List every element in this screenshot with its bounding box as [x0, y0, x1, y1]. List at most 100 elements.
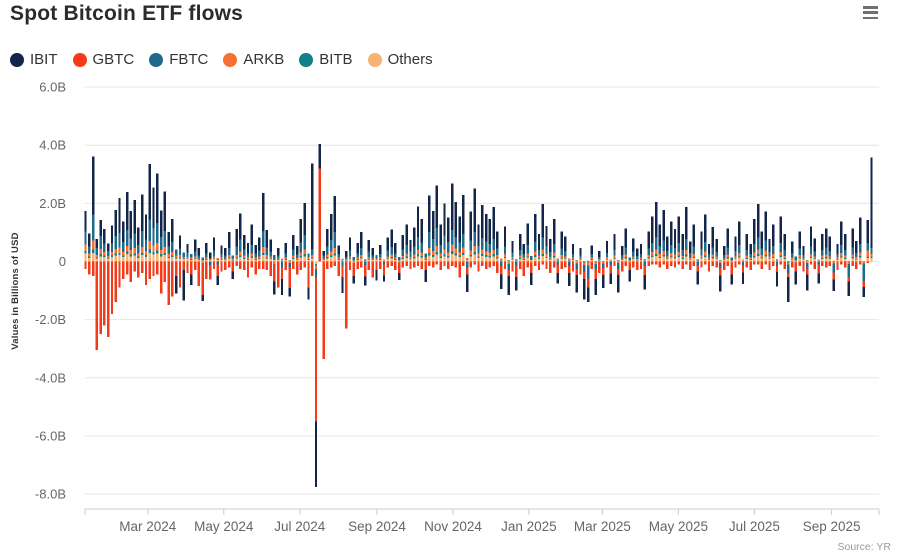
- bar[interactable]: [386, 237, 390, 268]
- bar[interactable]: [537, 233, 541, 271]
- bar[interactable]: [156, 173, 159, 275]
- legend-item-others[interactable]: Others: [367, 51, 433, 68]
- bar[interactable]: [594, 260, 597, 296]
- bar[interactable]: [209, 252, 212, 280]
- bar[interactable]: [787, 260, 790, 302]
- bar[interactable]: [216, 258, 219, 285]
- legend-item-gbtc[interactable]: GBTC: [72, 51, 134, 68]
- bar[interactable]: [828, 236, 832, 266]
- bar[interactable]: [862, 260, 866, 297]
- bar[interactable]: [420, 219, 424, 269]
- bar[interactable]: [352, 256, 355, 284]
- bar[interactable]: [503, 226, 507, 269]
- bar[interactable]: [484, 214, 488, 269]
- bar[interactable]: [481, 204, 484, 266]
- bar[interactable]: [658, 224, 662, 268]
- bar[interactable]: [590, 245, 594, 269]
- bar[interactable]: [515, 258, 518, 291]
- bar[interactable]: [624, 228, 628, 266]
- bar[interactable]: [673, 228, 677, 268]
- bar[interactable]: [583, 260, 586, 300]
- bar[interactable]: [790, 241, 794, 268]
- bar[interactable]: [768, 238, 771, 271]
- bar[interactable]: [711, 226, 714, 266]
- bar[interactable]: [405, 224, 408, 266]
- bar[interactable]: [764, 211, 767, 265]
- bar[interactable]: [367, 239, 371, 271]
- bar[interactable]: [261, 193, 265, 269]
- bar[interactable]: [738, 221, 741, 265]
- bar[interactable]: [643, 258, 646, 290]
- bar[interactable]: [541, 204, 544, 265]
- bar[interactable]: [855, 241, 858, 269]
- bar[interactable]: [794, 256, 798, 285]
- bar[interactable]: [345, 251, 348, 329]
- bar[interactable]: [110, 225, 114, 314]
- bar[interactable]: [851, 228, 854, 266]
- bar[interactable]: [628, 257, 631, 282]
- bar[interactable]: [477, 224, 480, 272]
- bar[interactable]: [840, 221, 843, 265]
- bar[interactable]: [726, 228, 730, 266]
- bar[interactable]: [390, 229, 393, 266]
- bar[interactable]: [836, 243, 839, 271]
- bar[interactable]: [670, 221, 673, 266]
- bar[interactable]: [783, 234, 786, 269]
- bar[interactable]: [556, 258, 560, 284]
- bar[interactable]: [654, 202, 658, 265]
- bar[interactable]: [719, 260, 722, 292]
- bar[interactable]: [360, 232, 363, 268]
- bar[interactable]: [379, 245, 382, 269]
- bar[interactable]: [681, 234, 684, 269]
- bar[interactable]: [428, 195, 431, 266]
- bar[interactable]: [163, 191, 167, 282]
- bar[interactable]: [88, 233, 91, 275]
- bar[interactable]: [632, 238, 635, 268]
- bar[interactable]: [265, 230, 269, 271]
- bar[interactable]: [397, 256, 401, 281]
- bar[interactable]: [182, 252, 185, 301]
- bar[interactable]: [613, 233, 616, 266]
- bar[interactable]: [205, 243, 208, 279]
- bar[interactable]: [843, 233, 847, 268]
- bar[interactable]: [84, 211, 87, 269]
- bar[interactable]: [760, 231, 764, 269]
- bar[interactable]: [140, 194, 144, 274]
- bar[interactable]: [507, 260, 510, 295]
- bar[interactable]: [454, 201, 458, 268]
- bar[interactable]: [817, 259, 820, 284]
- bar[interactable]: [756, 204, 760, 265]
- bar[interactable]: [707, 244, 711, 272]
- bar[interactable]: [443, 203, 446, 266]
- bar[interactable]: [250, 224, 253, 268]
- bar[interactable]: [413, 227, 416, 268]
- bar[interactable]: [806, 260, 809, 291]
- bar[interactable]: [167, 232, 170, 306]
- bar[interactable]: [292, 234, 295, 269]
- bar[interactable]: [700, 231, 703, 268]
- bar[interactable]: [258, 237, 261, 269]
- bar[interactable]: [552, 219, 556, 268]
- bar[interactable]: [435, 185, 439, 265]
- bar[interactable]: [617, 260, 620, 293]
- bar[interactable]: [870, 157, 873, 262]
- bar[interactable]: [91, 156, 95, 277]
- bar[interactable]: [465, 258, 469, 293]
- bar[interactable]: [462, 194, 465, 266]
- bar[interactable]: [103, 228, 106, 326]
- bar[interactable]: [772, 224, 775, 266]
- bar[interactable]: [560, 231, 563, 269]
- bar[interactable]: [745, 233, 748, 268]
- legend-item-bitb[interactable]: BITB: [299, 51, 353, 68]
- bar[interactable]: [106, 243, 110, 338]
- bar[interactable]: [137, 227, 140, 278]
- bar[interactable]: [492, 206, 495, 266]
- bar[interactable]: [348, 237, 352, 271]
- bar[interactable]: [227, 231, 231, 268]
- bar[interactable]: [692, 224, 696, 266]
- bar[interactable]: [318, 143, 321, 262]
- bar[interactable]: [598, 251, 601, 274]
- bar[interactable]: [401, 235, 405, 268]
- bar[interactable]: [734, 236, 737, 268]
- bar[interactable]: [798, 231, 801, 266]
